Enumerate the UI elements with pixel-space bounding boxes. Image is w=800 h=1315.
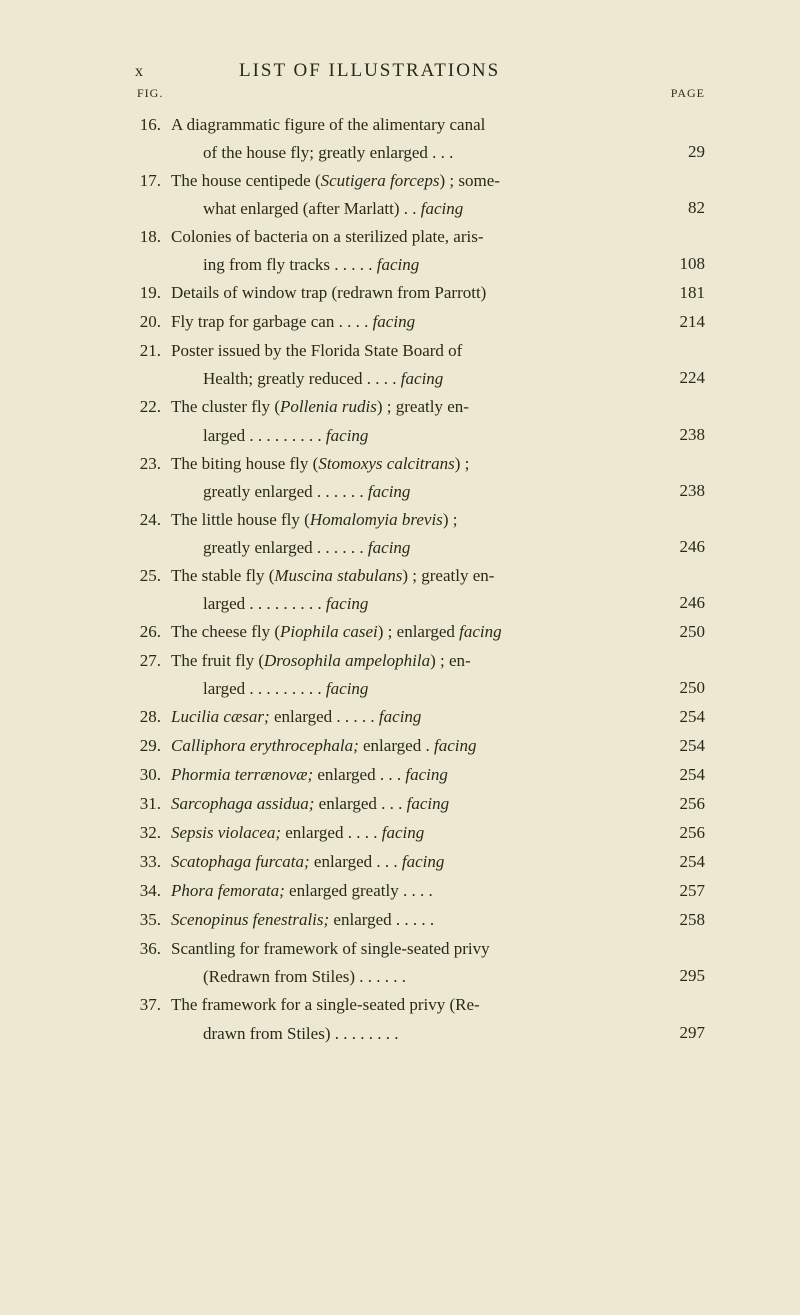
entry-page-number: 250	[663, 618, 705, 647]
entry-number: 33.	[135, 848, 165, 876]
entry-number: 35.	[135, 906, 165, 934]
entry-text: Scantling for framework of single-seated…	[165, 935, 663, 991]
entry-page-number: 246	[663, 533, 705, 562]
page-roman-numeral: x	[135, 63, 144, 81]
entry-page-number: 254	[663, 703, 705, 732]
list-item: 19.Details of window trap (redrawn from …	[135, 279, 705, 308]
list-item: 33.Scatophaga furcata; enlarged . . . fa…	[135, 848, 705, 877]
list-item: 25.The stable fly (Muscina stabulans) ; …	[135, 562, 705, 618]
entry-number: 22.	[135, 393, 165, 421]
page-header: x LIST OF ILLUSTRATIONS	[135, 60, 705, 82]
entry-page-number: 297	[663, 1019, 705, 1048]
entry-text: The cluster fly (Pollenia rudis) ; great…	[165, 393, 663, 449]
entry-page-number: 246	[663, 589, 705, 618]
list-item: 16.A diagrammatic figure of the alimenta…	[135, 111, 705, 167]
entry-number: 19.	[135, 279, 165, 307]
list-item: 31.Sarcophaga assidua; enlarged . . . fa…	[135, 790, 705, 819]
entry-text: Lucilia cæsar; enlarged . . . . . facing	[165, 703, 663, 731]
fig-column-label: FIG.	[137, 86, 163, 101]
list-item: 28.Lucilia cæsar; enlarged . . . . . fac…	[135, 703, 705, 732]
column-labels: FIG. PAGE	[135, 86, 705, 101]
entry-number: 24.	[135, 506, 165, 534]
entry-page-number: 254	[663, 761, 705, 790]
list-item: 17.The house centipede (Scutigera forcep…	[135, 167, 705, 223]
entry-page-number: 254	[663, 848, 705, 877]
entry-text: Fly trap for garbage can . . . . facing	[165, 308, 663, 336]
entry-number: 29.	[135, 732, 165, 760]
list-item: 36.Scantling for framework of single-sea…	[135, 935, 705, 991]
illustrations-list: 16.A diagrammatic figure of the alimenta…	[135, 111, 705, 1048]
page-column-label: PAGE	[671, 86, 705, 101]
entry-text: The stable fly (Muscina stabulans) ; gre…	[165, 562, 663, 618]
entry-number: 37.	[135, 991, 165, 1019]
entry-text: The biting house fly (Stomoxys calcitran…	[165, 450, 663, 506]
entry-page-number: 238	[663, 421, 705, 450]
list-item: 24.The little house fly (Homalomyia brev…	[135, 506, 705, 562]
entry-number: 32.	[135, 819, 165, 847]
entry-number: 31.	[135, 790, 165, 818]
list-item: 18.Colonies of bacteria on a sterilized …	[135, 223, 705, 279]
entry-number: 21.	[135, 337, 165, 365]
entry-page-number: 214	[663, 308, 705, 337]
page-title: LIST OF ILLUSTRATIONS	[239, 60, 500, 82]
list-item: 22.The cluster fly (Pollenia rudis) ; gr…	[135, 393, 705, 449]
entry-number: 20.	[135, 308, 165, 336]
entry-page-number: 256	[663, 819, 705, 848]
entry-number: 27.	[135, 647, 165, 675]
entry-text: Scatophaga furcata; enlarged . . . facin…	[165, 848, 663, 876]
entry-text: The house centipede (Scutigera forceps) …	[165, 167, 663, 223]
entry-number: 28.	[135, 703, 165, 731]
list-item: 32.Sepsis violacea; enlarged . . . . fac…	[135, 819, 705, 848]
entry-page-number: 224	[663, 364, 705, 393]
entry-number: 23.	[135, 450, 165, 478]
entry-page-number: 295	[663, 962, 705, 991]
entry-text: Poster issued by the Florida State Board…	[165, 337, 663, 393]
entry-page-number: 181	[663, 279, 705, 308]
entry-page-number: 82	[663, 194, 705, 223]
entry-page-number: 258	[663, 906, 705, 935]
list-item: 26.The cheese fly (Piophila casei) ; enl…	[135, 618, 705, 647]
list-item: 30.Phormia terrænovæ; enlarged . . . fac…	[135, 761, 705, 790]
entry-text: The fruit fly (Drosophila ampelophila) ;…	[165, 647, 663, 703]
list-item: 23.The biting house fly (Stomoxys calcit…	[135, 450, 705, 506]
entry-text: Sarcophaga assidua; enlarged . . . facin…	[165, 790, 663, 818]
entry-page-number: 29	[663, 138, 705, 167]
entry-text: Calliphora erythrocephala; enlarged . fa…	[165, 732, 663, 760]
entry-text: The little house fly (Homalomyia brevis)…	[165, 506, 663, 562]
entry-number: 16.	[135, 111, 165, 139]
list-item: 34.Phora femorata; enlarged greatly . . …	[135, 877, 705, 906]
list-item: 21.Poster issued by the Florida State Bo…	[135, 337, 705, 393]
entry-page-number: 238	[663, 477, 705, 506]
entry-text: Details of window trap (redrawn from Par…	[165, 279, 663, 307]
entry-page-number: 257	[663, 877, 705, 906]
entry-page-number: 254	[663, 732, 705, 761]
entry-text: Phora femorata; enlarged greatly . . . .	[165, 877, 663, 905]
entry-number: 34.	[135, 877, 165, 905]
entry-page-number: 256	[663, 790, 705, 819]
entry-number: 18.	[135, 223, 165, 251]
entry-text: The cheese fly (Piophila casei) ; enlarg…	[165, 618, 663, 646]
entry-number: 30.	[135, 761, 165, 789]
entry-number: 26.	[135, 618, 165, 646]
list-item: 35.Scenopinus fenestralis; enlarged . . …	[135, 906, 705, 935]
entry-number: 36.	[135, 935, 165, 963]
entry-number: 17.	[135, 167, 165, 195]
entry-text: Phormia terrænovæ; enlarged . . . facing	[165, 761, 663, 789]
entry-page-number: 250	[663, 674, 705, 703]
entry-text: Scenopinus fenestralis; enlarged . . . .…	[165, 906, 663, 934]
list-item: 27.The fruit fly (Drosophila ampelophila…	[135, 647, 705, 703]
list-item: 29.Calliphora erythrocephala; enlarged .…	[135, 732, 705, 761]
entry-page-number: 108	[663, 250, 705, 279]
entry-text: Sepsis violacea; enlarged . . . . facing	[165, 819, 663, 847]
entry-text: A diagrammatic figure of the alimentary …	[165, 111, 663, 167]
list-item: 37.The framework for a single-seated pri…	[135, 991, 705, 1047]
entry-number: 25.	[135, 562, 165, 590]
entry-text: Colonies of bacteria on a sterilized pla…	[165, 223, 663, 279]
entry-text: The framework for a single-seated privy …	[165, 991, 663, 1047]
list-item: 20.Fly trap for garbage can . . . . faci…	[135, 308, 705, 337]
